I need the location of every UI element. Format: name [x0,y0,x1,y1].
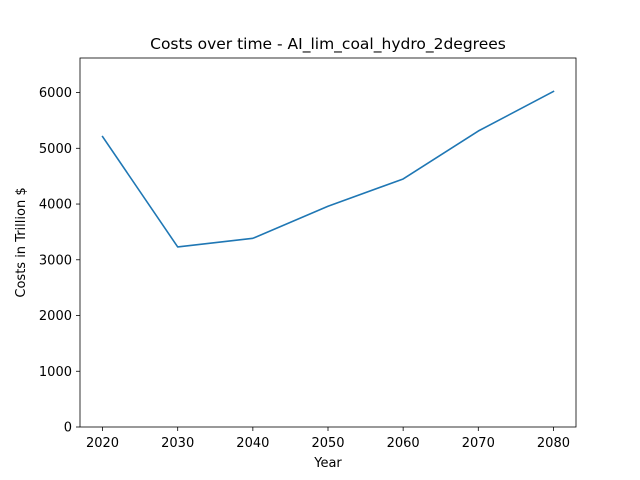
x-tick-label: 2060 [387,436,420,451]
x-tick-label: 2040 [236,436,269,451]
y-tick-label: 6000 [39,86,72,101]
x-tick-label: 2080 [537,436,570,451]
x-tick-label: 2020 [86,436,119,451]
y-tick-label: 0 [64,421,72,436]
x-tick-label: 2050 [311,436,344,451]
y-axis-ticks: 0 1000 2000 3000 4000 5000 6000 [39,86,80,436]
x-axis-label: Year [313,456,342,471]
y-axis-label: Costs in Trillion $ [14,187,29,297]
y-tick-label: 3000 [39,253,72,268]
x-tick-label: 2070 [462,436,495,451]
plot-area-frame [79,57,577,428]
y-tick-label: 4000 [39,198,72,213]
y-tick-label: 2000 [39,309,72,324]
x-tick-label: 2030 [161,436,194,451]
x-axis-ticks: 2020 2030 2040 2050 2060 2070 2080 [86,427,570,451]
chart-title: Costs over time - AI_lim_coal_hydro_2deg… [150,35,506,54]
series-line [101,90,555,248]
y-tick-label: 1000 [39,365,72,380]
y-tick-label: 5000 [39,142,72,157]
